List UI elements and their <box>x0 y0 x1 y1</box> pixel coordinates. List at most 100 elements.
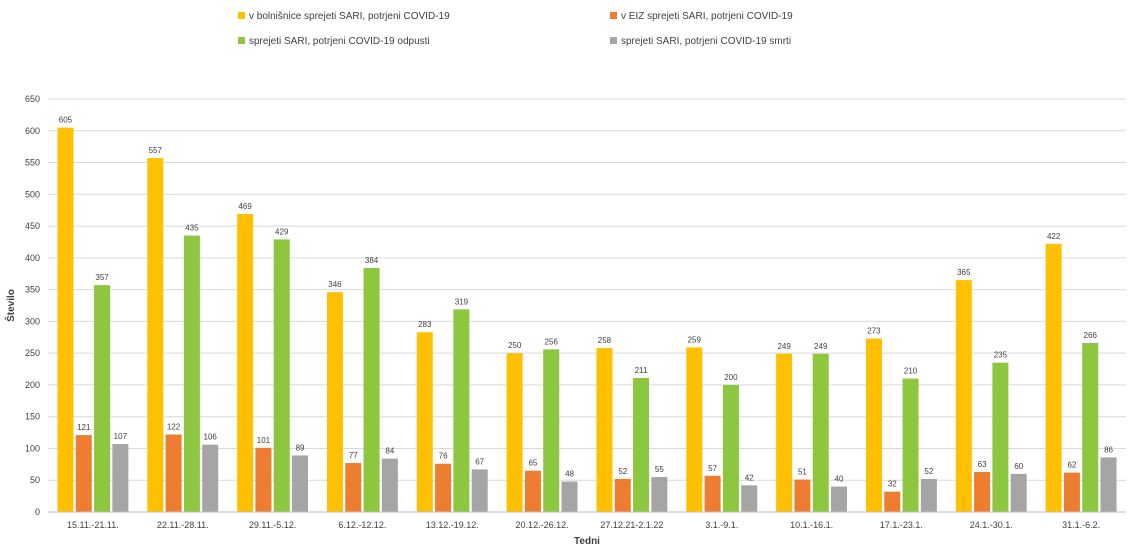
data-label: 42 <box>745 473 754 482</box>
bar <box>273 239 290 513</box>
data-label: 259 <box>688 335 702 344</box>
x-tick-label: 13.12.-19.12. <box>426 520 479 530</box>
bar <box>614 478 631 512</box>
data-label: 55 <box>655 465 664 474</box>
legend-item: sprejeti SARI, potrjeni COVID-19 smrti <box>610 36 791 47</box>
bar <box>704 475 721 512</box>
bar <box>524 470 541 512</box>
bar <box>471 469 488 512</box>
bar <box>1063 472 1080 512</box>
data-label: 62 <box>1067 461 1076 470</box>
gridlines <box>48 98 1126 481</box>
data-label: 249 <box>814 342 828 351</box>
x-tick-label: 15.11.-21.11. <box>67 520 119 530</box>
x-tick-label: 20.12.-26.12. <box>516 520 569 530</box>
bar <box>543 349 560 512</box>
bar <box>722 384 739 512</box>
y-tick-label: 50 <box>30 475 40 485</box>
x-tick-label: 6.12.-12.12. <box>338 520 386 530</box>
legend: v bolnišnice sprejeti SARI, potrjeni COV… <box>238 11 793 47</box>
y-axis-ticks: 0 50 100 150 200 250 300 350 400 450 500 550 600 650 <box>25 94 40 517</box>
bar <box>831 486 848 512</box>
bar <box>165 434 182 512</box>
data-label: 422 <box>1047 232 1061 241</box>
x-tick-label: 10.1.-16.1. <box>790 520 833 530</box>
bar <box>1100 457 1117 512</box>
bar <box>255 447 272 512</box>
bar <box>57 127 74 512</box>
data-label: 469 <box>238 202 252 211</box>
data-label: 51 <box>798 468 807 477</box>
bar <box>183 235 200 512</box>
y-tick-label: 100 <box>25 443 40 453</box>
bar <box>416 332 433 512</box>
data-label: 210 <box>904 367 918 376</box>
bar <box>506 353 523 512</box>
data-label: 52 <box>924 467 933 476</box>
data-label: 84 <box>385 447 394 456</box>
bar <box>237 214 254 512</box>
data-label: 121 <box>77 423 91 432</box>
bar <box>381 458 398 512</box>
bar <box>992 362 1009 512</box>
bar <box>561 481 578 512</box>
bar <box>363 268 380 512</box>
x-tick-label: 3.1.-9.1. <box>705 520 738 530</box>
legend-label: sprejeti SARI, potrjeni COVID-19 smrti <box>621 36 791 47</box>
y-tick-label: 550 <box>25 158 40 168</box>
data-label: 384 <box>365 256 379 265</box>
y-tick-label: 600 <box>25 126 40 136</box>
legend-item: v bolnišnice sprejeti SARI, potrjeni COV… <box>238 11 450 22</box>
bar <box>147 158 164 513</box>
data-label: 211 <box>635 366 648 375</box>
data-label: 250 <box>508 341 522 350</box>
data-labels: 605 121 357 107 557 122 435 106 469 101 429 89 346 77… <box>59 116 1114 489</box>
bar <box>292 455 309 512</box>
data-label: 266 <box>1084 331 1098 340</box>
data-label: 57 <box>708 464 717 473</box>
data-label: 258 <box>598 336 612 345</box>
y-tick-label: 350 <box>25 285 40 295</box>
bar <box>112 444 129 512</box>
bar <box>794 479 811 512</box>
y-tick-label: 300 <box>25 316 40 326</box>
bar <box>345 463 362 512</box>
y-tick-label: 0 <box>35 507 40 517</box>
data-label: 67 <box>475 457 484 466</box>
bar <box>202 444 219 512</box>
legend-label: sprejeti SARI, potrjeni COVID-19 odpusti <box>249 36 430 47</box>
data-label: 557 <box>149 146 163 155</box>
x-tick-label: 31.1.-6.2. <box>1062 520 1100 530</box>
bar <box>686 347 703 512</box>
data-label: 365 <box>957 268 971 277</box>
data-label: 106 <box>204 433 218 442</box>
bar <box>651 477 668 512</box>
legend-swatch <box>238 12 245 19</box>
legend-swatch <box>238 37 245 44</box>
bar <box>326 292 343 512</box>
legend-label: v EIZ sprejeti SARI, potrjeni COVID-19 <box>621 11 793 22</box>
data-label: 273 <box>867 327 881 336</box>
x-tick-label: 29.11.-5.12. <box>249 520 296 530</box>
data-label: 122 <box>167 422 181 431</box>
bar <box>1010 473 1027 512</box>
legend-label: v bolnišnice sprejeti SARI, potrjeni COV… <box>249 11 450 22</box>
x-axis-title: Tedni <box>574 536 600 547</box>
data-label: 60 <box>1014 462 1023 471</box>
bar <box>453 309 470 512</box>
x-tick-label: 27.12.21-2.1.22 <box>600 520 663 530</box>
data-label: 249 <box>777 342 791 351</box>
data-label: 605 <box>59 116 73 125</box>
legend-item: v EIZ sprejeti SARI, potrjeni COVID-19 <box>610 11 793 22</box>
bar <box>955 280 972 512</box>
data-label: 200 <box>724 373 738 382</box>
x-tick-label: 22.11.-28.11. <box>157 520 209 530</box>
data-label: 40 <box>835 475 844 484</box>
bar <box>1082 342 1099 512</box>
data-label: 319 <box>455 297 469 306</box>
y-tick-label: 450 <box>25 221 40 231</box>
legend-swatch <box>610 37 617 44</box>
y-tick-label: 650 <box>25 94 40 104</box>
data-label: 101 <box>257 436 271 445</box>
